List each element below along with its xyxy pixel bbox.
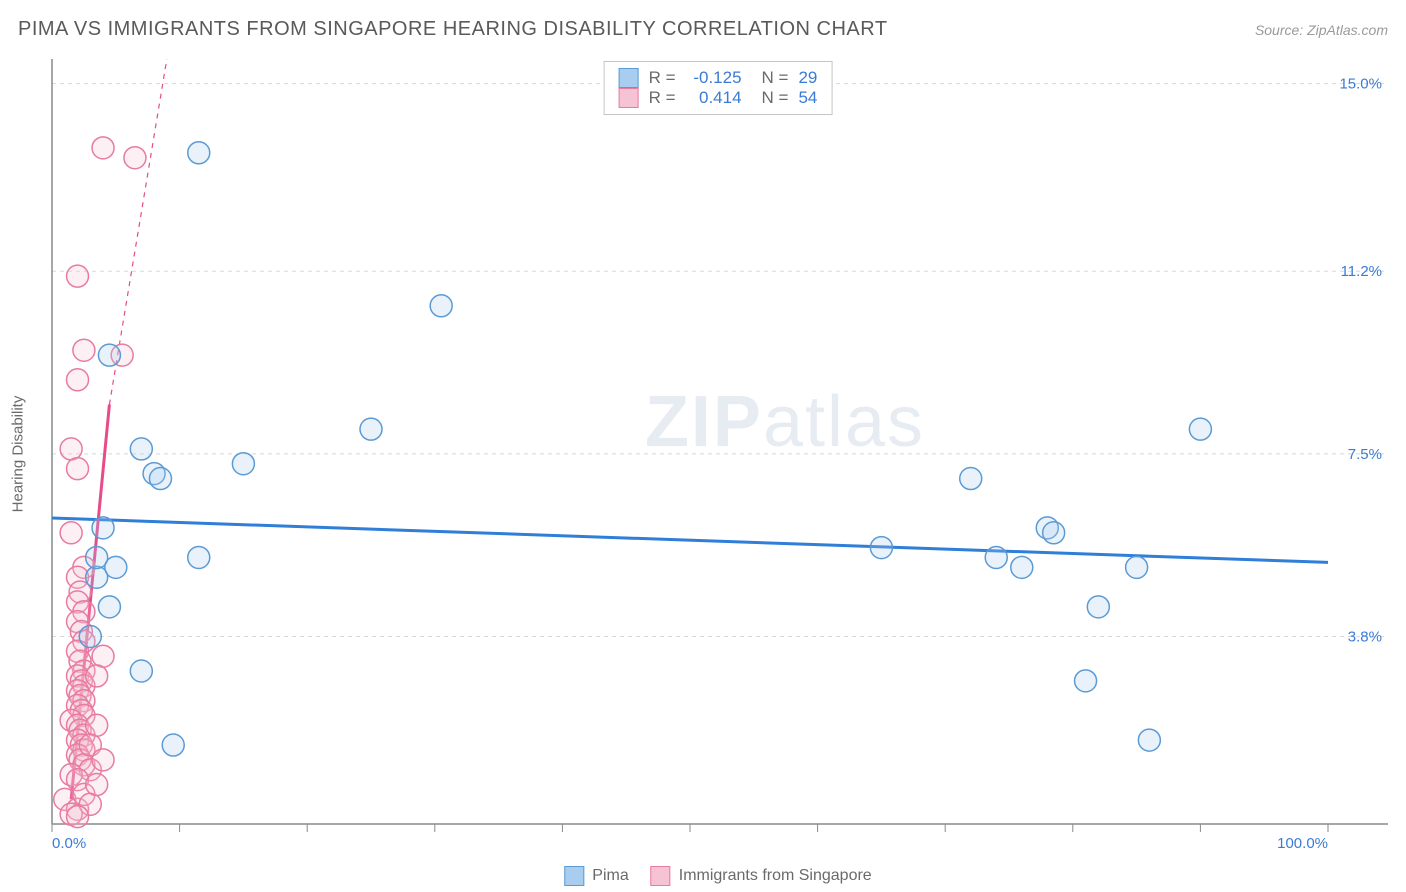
chart-title: PIMA VS IMMIGRANTS FROM SINGAPORE HEARIN… [18,18,888,41]
chart-header: PIMA VS IMMIGRANTS FROM SINGAPORE HEARIN… [18,18,1388,41]
svg-text:11.2%: 11.2% [1341,263,1382,280]
y-axis-label: Hearing Disability [10,395,27,512]
swatch-pima [619,68,639,88]
legend-swatch-singapore [651,866,671,886]
legend-item-singapore: Immigrants from Singapore [651,866,872,886]
corr-row-singapore: R = 0.414 N = 54 [619,88,818,108]
swatch-singapore [619,88,639,108]
svg-text:7.5%: 7.5% [1348,446,1382,463]
svg-text:3.8%: 3.8% [1348,628,1382,645]
chart-source: Source: ZipAtlas.com [1255,22,1388,38]
svg-text:15.0%: 15.0% [1339,76,1382,93]
scatter-plot: 3.8% 7.5% 11.2% 15.0% 0.0% 100.0% [48,55,1388,852]
corr-row-pima: R = -0.125 N = 29 [619,68,818,88]
svg-text:100.0%: 100.0% [1277,835,1328,852]
correlation-legend: R = -0.125 N = 29 R = 0.414 N = 54 [604,61,833,115]
series-legend: Pima Immigrants from Singapore [564,866,871,886]
chart-area: Hearing Disability 3.8%7.5%11.2%15.0%0.0… [48,55,1388,852]
legend-item-pima: Pima [564,866,628,886]
legend-swatch-pima [564,866,584,886]
svg-text:0.0%: 0.0% [52,835,86,852]
